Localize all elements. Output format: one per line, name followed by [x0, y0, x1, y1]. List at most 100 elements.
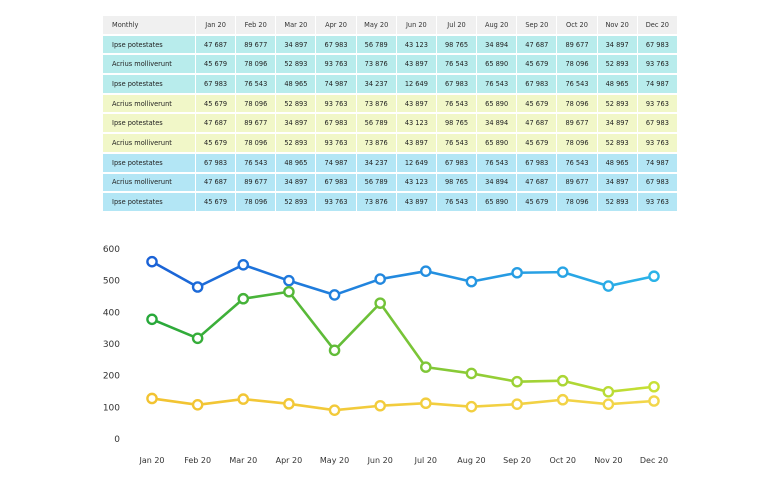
data-point	[374, 273, 386, 285]
table-header-month: Feb 20	[236, 16, 277, 34]
table-cell: 98 765	[436, 35, 478, 54]
table-cell: 93 763	[637, 193, 678, 211]
monthly-data-table-container: Monthly Jan 20 Feb 20 Mar 20 Apr 20 May 20 Jun…	[103, 14, 678, 213]
data-point	[146, 313, 158, 326]
table-cell: 56 789	[356, 35, 397, 54]
table-cell: 93 763	[316, 94, 357, 113]
table-cell: 52 893	[276, 94, 317, 113]
table-cell: 65 890	[477, 94, 518, 113]
data-point	[283, 274, 295, 287]
table-cell: 52 893	[276, 55, 317, 74]
data-point	[283, 398, 295, 410]
data-point	[556, 266, 569, 278]
table-cell: 65 890	[477, 134, 518, 152]
table-cell: 67 983	[436, 153, 478, 172]
table-cell: 52 893	[276, 193, 317, 211]
data-point	[328, 404, 341, 416]
table-cell: 67 983	[517, 75, 558, 93]
data-point	[328, 289, 341, 301]
x-tick-label: May 20	[320, 456, 349, 465]
row-label: Acrius molliverunt	[103, 134, 196, 152]
table-cell: 76 543	[436, 134, 478, 152]
table-cell: 78 096	[236, 94, 277, 113]
table-cell: 67 983	[196, 153, 237, 172]
table-row: Ipse potestates 47 687 89 677 34 897 67 983 5…	[103, 114, 678, 133]
x-tick-label: Feb 20	[184, 456, 211, 465]
row-label: Ipse potestates	[103, 153, 196, 172]
table-cell: 45 679	[196, 94, 237, 113]
table-cell: 76 543	[236, 153, 277, 172]
y-tick-label: 0	[114, 435, 120, 445]
table-cell: 43 897	[396, 193, 437, 211]
table-cell: 52 893	[597, 134, 638, 152]
table-cell: 65 890	[477, 193, 518, 211]
row-label: Acrius molliverunt	[103, 94, 196, 113]
table-cell: 67 983	[196, 75, 237, 93]
table-cell: 76 543	[436, 55, 478, 74]
table-row: Acrius molliverunt 45 679 78 096 52 893 93 7…	[103, 134, 678, 152]
series-layer	[146, 255, 660, 416]
table-cell: 56 789	[356, 173, 397, 192]
table-cell: 34 897	[276, 35, 317, 54]
table-cell: 34 897	[597, 35, 638, 54]
data-point	[237, 292, 250, 305]
table-cell: 93 763	[637, 134, 678, 152]
table-cell: 78 096	[236, 55, 277, 74]
data-point	[602, 386, 615, 398]
x-tick-label: Apr 20	[276, 456, 303, 465]
data-point	[648, 395, 660, 407]
line-chart: 0 100 200 300 400 500 600 Jan 20 Feb 20 Mar 20 Ap…	[103, 245, 668, 465]
table-cell: 12 649	[396, 153, 437, 172]
series-line	[151, 260, 655, 297]
table-cell: 74 987	[637, 75, 678, 93]
table-header-month: Jun 20	[396, 16, 437, 34]
table-cell: 74 987	[316, 75, 357, 93]
table-cell: 34 897	[597, 114, 638, 133]
x-tick-label: Nov 20	[594, 456, 622, 465]
table-cell: 67 983	[517, 153, 558, 172]
table-row: Acrius molliverunt 47 687 89 677 34 897 67 9…	[103, 173, 678, 192]
table-cell: 78 096	[557, 193, 598, 211]
table-cell: 67 983	[316, 35, 357, 54]
data-point	[191, 398, 204, 411]
y-tick-label: 400	[103, 308, 120, 318]
table-cell: 76 543	[557, 75, 598, 93]
row-label: Acrius molliverunt	[103, 55, 196, 74]
data-point	[465, 400, 478, 413]
table-cell: 12 649	[396, 75, 437, 93]
table-header-month: Aug 20	[477, 16, 518, 34]
table-cell: 67 983	[316, 114, 357, 133]
table-cell: 47 687	[196, 173, 237, 192]
data-point	[237, 259, 250, 271]
table-cell: 93 763	[316, 55, 357, 74]
table-cell: 89 677	[557, 114, 598, 133]
table-cell: 43 897	[396, 94, 437, 113]
table-cell: 48 965	[276, 153, 317, 172]
data-point	[191, 281, 204, 293]
data-point	[511, 266, 523, 279]
table-cell: 98 765	[436, 114, 478, 133]
table-header-label: Monthly	[103, 16, 196, 34]
table-cell: 34 894	[477, 114, 518, 133]
table-header-month: May 20	[356, 16, 397, 34]
table-cell: 89 677	[557, 35, 598, 54]
table-header-month: Sep 20	[517, 16, 558, 34]
table-cell: 78 096	[236, 134, 277, 152]
table-cell: 67 983	[637, 173, 678, 192]
x-tick-label: Sep 20	[503, 456, 531, 465]
y-tick-label: 600	[103, 245, 120, 255]
table-cell: 73 876	[356, 193, 397, 211]
data-point	[328, 344, 341, 357]
series-1	[146, 255, 660, 301]
data-point	[556, 374, 569, 387]
table-cell: 45 679	[517, 55, 558, 74]
table-cell: 34 897	[597, 173, 638, 192]
table-cell: 45 679	[196, 193, 237, 211]
table-cell: 52 893	[597, 55, 638, 74]
table-cell: 43 123	[396, 173, 437, 192]
table-cell: 78 096	[236, 193, 277, 211]
table-cell: 73 876	[356, 55, 397, 74]
series-2	[146, 285, 660, 398]
data-point	[602, 398, 615, 410]
data-point	[146, 255, 158, 268]
